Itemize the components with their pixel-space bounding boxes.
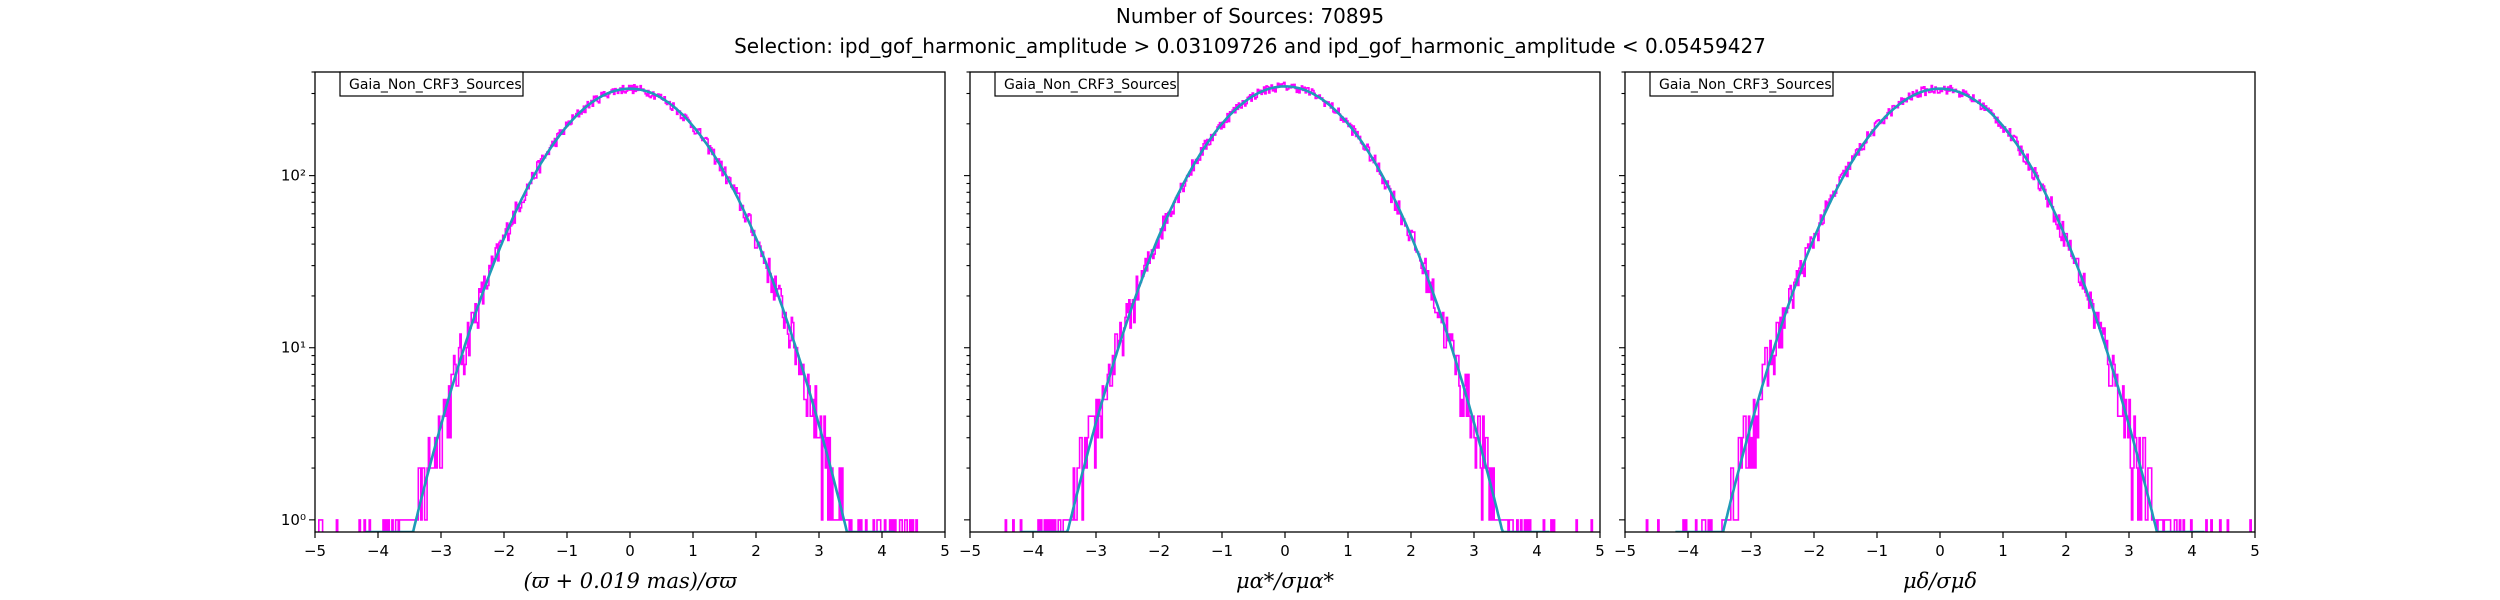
x-tick-label: −5 [959,542,981,560]
x-tick-label: −1 [556,542,578,560]
x-tick-label: 3 [2124,542,2134,560]
x-tick-label: 5 [1595,542,1605,560]
x-tick-label: −4 [1677,542,1699,560]
x-tick-label: 5 [2250,542,2260,560]
x-tick-label: 1 [1998,542,2008,560]
figure-subtitle: Selection: ipd_gof_harmonic_amplitude > … [734,34,1766,58]
x-tick-label: 2 [1406,542,1416,560]
x-tick-label: −5 [1614,542,1636,560]
x-tick-label: −1 [1211,542,1233,560]
x-tick-label: −2 [1803,542,1825,560]
x-tick-label: 4 [2187,542,2197,560]
axes-frame [314,71,946,533]
x-tick-label: 5 [940,542,950,560]
x-tick-label: −3 [1085,542,1107,560]
x-tick-label: −3 [1740,542,1762,560]
x-axis-label: μδ/σμδ [1903,569,1977,593]
legend-label: Gaia_Non_CRF3_Sources [349,77,522,93]
legend-label: Gaia_Non_CRF3_Sources [1659,77,1832,93]
chart-panel-2: −5 −4 −3 −2 −1 0 1 2 3 4 5 Gaia_Non_CRF3_Sources μα*… [959,71,1605,593]
x-tick-label: −2 [493,542,515,560]
x-tick-label: −3 [430,542,452,560]
x-tick-label: −2 [1148,542,1170,560]
y-tick-label: 10² [281,167,306,185]
histogram-series [318,84,919,532]
x-axis-label: (ϖ + 0.019 mas)/σϖ [524,569,738,593]
histogram-series [1004,81,1594,532]
x-tick-label: 3 [1469,542,1479,560]
chart-panel-1: −5 −4 −3 −2 −1 0 1 2 3 4 5 10⁰ 10¹ 10² Gaia_Non_CRF3_S… [281,71,950,593]
x-tick-label: −1 [1866,542,1888,560]
x-tick-label: 1 [688,542,698,560]
x-tick-label: 1 [1343,542,1353,560]
x-axis-label: μα*/σμα* [1236,569,1335,593]
x-tick-label: −4 [367,542,389,560]
legend-box [339,71,524,97]
figure-title: Number of Sources: 70895 [1115,4,1385,28]
legend-box [1649,71,1834,97]
x-tick-label: 0 [1280,542,1290,560]
legend-label: Gaia_Non_CRF3_Sources [1004,77,1177,93]
x-tick-label: −5 [304,542,326,560]
x-tick-label: 0 [1935,542,1945,560]
y-tick-label: 10⁰ [281,511,306,529]
x-tick-label: 4 [877,542,887,560]
histogram-series [1645,84,2252,532]
legend-box [994,71,1179,97]
gaussian-fit-series [365,87,895,532]
x-tick-label: 2 [2061,542,2071,560]
chart-panel-3: −5 −4 −3 −2 −1 0 1 2 3 4 5 Gaia_Non_CRF3_Sources μδ/… [1614,71,2260,593]
gaussian-fit-series [1020,85,1550,532]
y-tick-label: 10¹ [281,339,306,357]
x-tick-label: −4 [1022,542,1044,560]
x-tick-label: 4 [1532,542,1542,560]
axes-frame [1624,71,2256,533]
gaussian-fit-series [1675,87,2205,532]
axes-frame [969,71,1601,533]
x-tick-label: 0 [625,542,635,560]
x-tick-label: 3 [814,542,824,560]
x-tick-label: 2 [751,542,761,560]
